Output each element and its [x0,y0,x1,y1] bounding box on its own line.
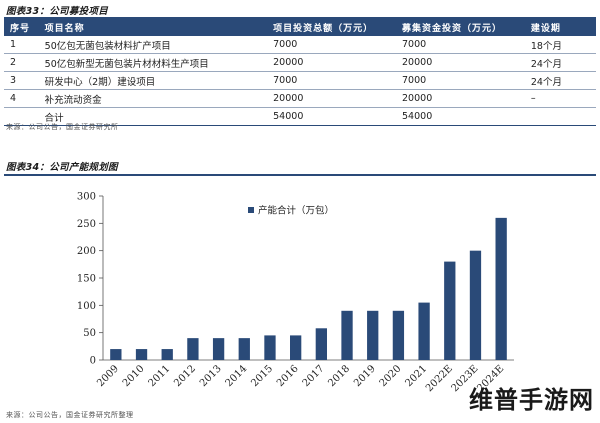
y-tick-label: 100 [77,301,96,312]
table-figure-title: 图表33：公司募投项目 [6,6,109,17]
legend-swatch [248,207,254,213]
x-tick-label: 2017 [301,363,327,389]
x-tick-label: 2019 [352,363,378,389]
table-row: 2 50亿包新型无菌包装片材材料生产项目 20000 20000 24个月 [4,53,596,72]
x-tick-label: 2014 [224,363,250,389]
cell-construction-period [524,107,596,126]
header-total-investment: 项目投资总额（万元） [267,19,397,36]
bar [110,349,122,360]
cell-project-name: 50亿包新型无菌包装片材材料生产项目 [38,53,268,72]
cell-total-investment: 7000 [267,36,397,54]
x-tick-label: 2018 [326,363,352,389]
cell-project-name: 补充流动资金 [38,89,268,108]
cell-total-investment: 54000 [267,107,397,126]
y-tick-label: 200 [77,246,96,257]
table-row: 1 50亿包无菌包装材料扩产项目 7000 7000 18个月 [4,36,596,54]
bar [161,349,173,360]
y-tick-label: 250 [77,219,96,230]
investment-table: 序号 项目名称 项目投资总额（万元） 募集资金投资（万元） 建设期 1 50亿包… [4,19,596,126]
bar [367,310,379,360]
cell-project-name: 50亿包无菌包装材料扩产项目 [38,36,268,54]
cell-construction-period: 24个月 [524,71,596,90]
x-tick-label: 2011 [147,363,173,389]
bar [495,217,507,360]
x-tick-label: 2020 [378,363,404,389]
table-total-row: 合计 54000 54000 [4,107,596,126]
header-project-name: 项目名称 [38,19,268,36]
cell-raised-investment: 20000 [396,89,525,108]
bar [444,261,456,360]
table-row: 3 研发中心（2期）建设项目 7000 7000 24个月 [4,71,596,90]
x-tick-label: 2009 [95,363,121,389]
y-tick-label: 300 [77,192,96,203]
cell-construction-period: 24个月 [524,53,596,72]
header-index: 序号 [4,19,39,36]
chart-figure-title: 图表34：公司产能规划图 [6,162,118,173]
cell-total-investment: 20000 [267,53,397,72]
bar [392,310,405,360]
bar [315,328,327,360]
y-tick-label: 150 [77,274,96,285]
cell-total-investment: 7000 [267,71,397,90]
cell-index: 1 [4,36,39,54]
cell-raised-investment: 7000 [396,36,525,54]
table-row: 4 补充流动资金 20000 20000 – [4,89,596,108]
cell-index: 2 [4,53,39,72]
cell-index [4,107,39,126]
bar [187,338,199,360]
legend-label: 产能合计（万包） [258,205,334,217]
x-tick-label: 2010 [121,363,147,389]
chart-source-note: 来源：公司公告，国金证券研究所整理 [6,411,134,419]
table-source-note: 来源：公司公告，国金证券研究所 [6,123,119,131]
x-tick-label: 2013 [198,363,224,389]
cell-construction-period: 18个月 [524,36,596,54]
bar [238,338,250,360]
table-top-rule [4,17,596,19]
header-construction-period: 建设期 [524,19,596,36]
y-tick-label: 0 [90,356,96,367]
y-tick-label: 50 [83,328,96,339]
bar [135,349,148,360]
chart-top-rule [4,174,596,176]
x-tick-label: 2012 [172,363,198,389]
x-tick-label: 2016 [275,363,301,389]
bar [264,335,276,360]
bar [469,250,482,360]
header-raised-investment: 募集资金投资（万元） [396,19,525,36]
cell-index: 3 [4,71,39,90]
watermark-text: 维普手游网 [469,386,594,414]
bar [418,302,430,360]
bar [290,335,302,360]
cell-raised-investment: 20000 [396,53,525,72]
table-header-row: 序号 项目名称 项目投资总额（万元） 募集资金投资（万元） 建设期 [4,19,596,36]
cell-raised-investment: 54000 [396,107,525,126]
cell-construction-period: – [524,89,596,108]
cell-index: 4 [4,89,39,108]
x-tick-label: 2015 [249,363,275,389]
x-tick-label: 2022E [424,363,455,394]
cell-total-label: 合计 [38,107,268,126]
cell-raised-investment: 7000 [396,71,525,90]
bar [212,338,225,360]
cell-total-investment: 20000 [267,89,397,108]
cell-project-name: 研发中心（2期）建设项目 [38,71,268,90]
bar [341,310,353,360]
